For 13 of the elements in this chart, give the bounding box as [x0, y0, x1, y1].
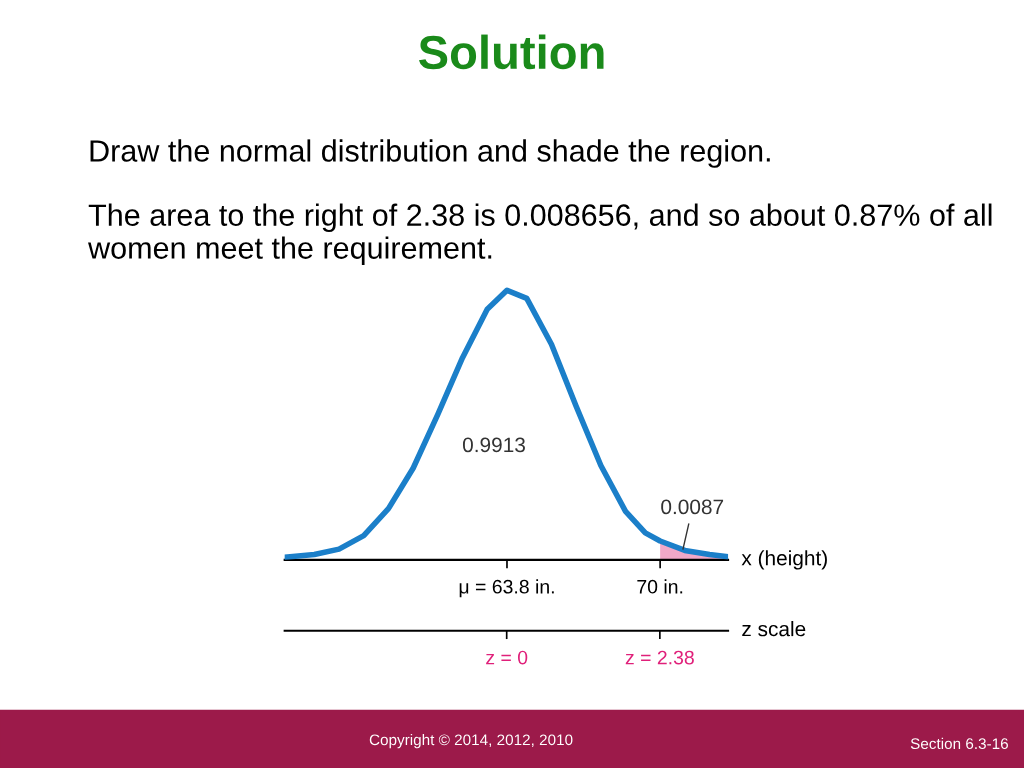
x2-tick-label: z = 0 [486, 650, 528, 665]
annotation: 0.9913 [462, 437, 525, 453]
x-axis-title: x (height) [741, 550, 827, 570]
x2-tick-label: z = 2.38 [625, 650, 694, 665]
text: The area to the right of 2.38 is 0.008656, and so about 0.87% of all women meet the requirement. [88, 203, 992, 265]
text: Draw the normal distribution and shade the region. [90, 139, 770, 168]
text: Section 6.3-16 [910, 737, 1008, 750]
x2-axis-title: z scale [742, 621, 806, 637]
x-tick-label: 70 in. [637, 579, 683, 594]
text: Copyright © 2014, 2012, 2010 [369, 734, 573, 749]
chart-title: Solution [418, 34, 604, 70]
x-tick-label: μ = 63.8 in. [459, 579, 554, 598]
annotation: 0.0087 [661, 499, 724, 515]
